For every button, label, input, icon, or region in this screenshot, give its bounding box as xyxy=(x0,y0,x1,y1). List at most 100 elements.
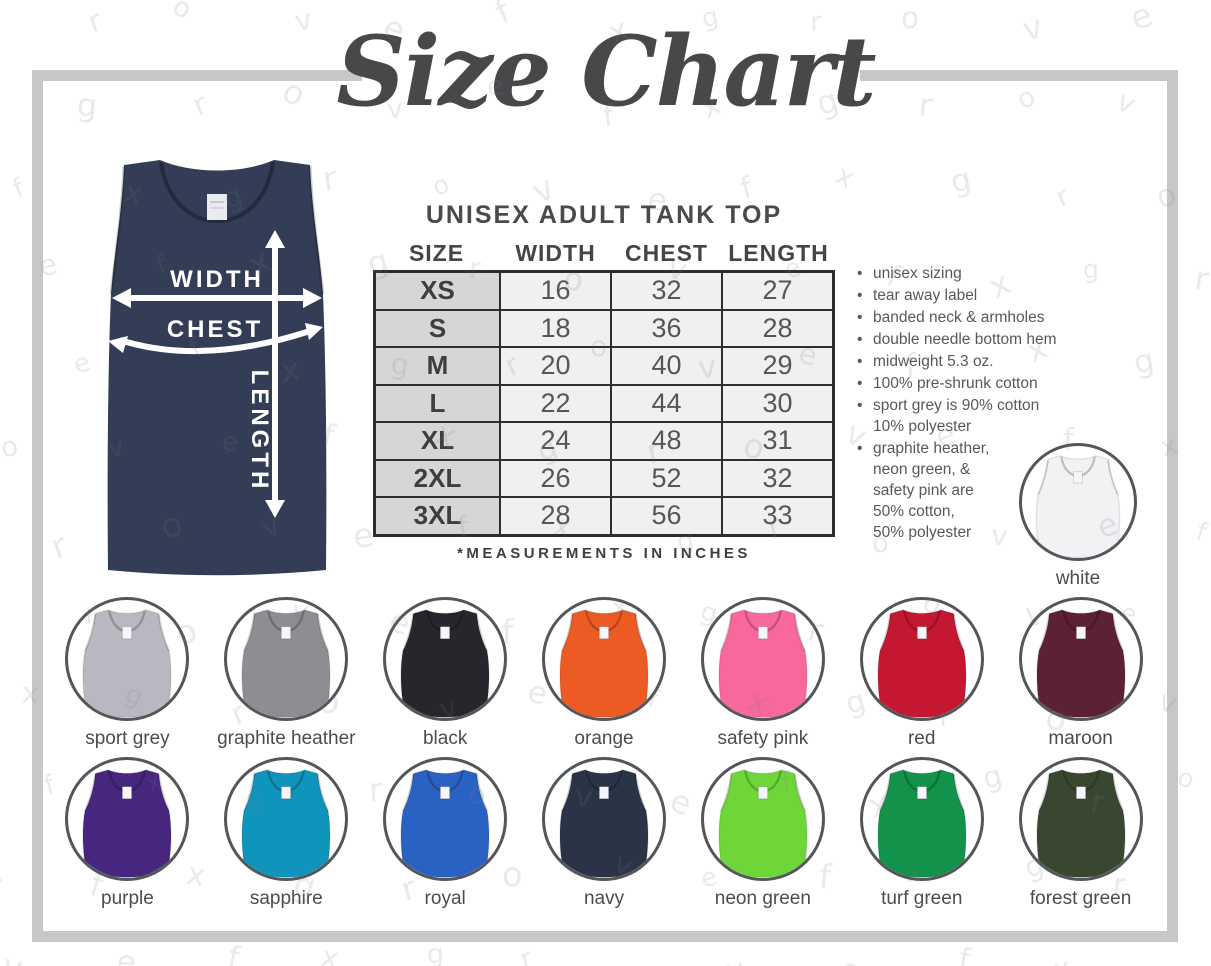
tank-silhouette xyxy=(107,160,327,576)
swatch-circle xyxy=(65,597,190,721)
width-value-cell: 28 xyxy=(500,497,611,535)
watermark-letter: e xyxy=(116,944,138,966)
watermark-letter: x xyxy=(318,939,343,966)
color-swatch-graphite-heather: graphite heather xyxy=(207,597,366,750)
watermark-letter: e xyxy=(0,852,8,897)
feature-text: midweight 5.3 oz. xyxy=(873,353,994,370)
color-swatch-red: red xyxy=(842,597,1001,750)
color-swatch-forest-green: forest green xyxy=(1001,757,1160,910)
swatch-circle xyxy=(1018,597,1143,721)
swatch-label: red xyxy=(907,728,936,749)
column-header-size: SIZE xyxy=(408,240,465,266)
feature-item: graphite heather, neon green, & safety p… xyxy=(857,438,1092,543)
color-swatch-turf-green: turf green xyxy=(842,757,1001,910)
color-swatch-navy: navy xyxy=(525,757,684,910)
swatch-label: white xyxy=(1055,568,1101,589)
swatch-circle xyxy=(700,757,825,881)
color-swatch-sport-grey: sport grey xyxy=(48,597,207,750)
tank-image xyxy=(82,608,173,718)
swatch-label: black xyxy=(422,728,468,749)
frame-border-top-right xyxy=(860,70,1178,81)
frame-border-left xyxy=(32,70,43,942)
column-header-width: WIDTH xyxy=(515,240,596,266)
watermark-letter: f xyxy=(1192,516,1210,547)
tank-image xyxy=(1035,608,1126,718)
feature-text: tear away label xyxy=(873,287,978,304)
product-heading: UNISEX ADULT TANK TOP xyxy=(425,201,783,229)
size-cell: XL xyxy=(375,422,500,460)
frame-border-bottom xyxy=(32,931,1178,942)
swatch-circle xyxy=(1019,443,1137,561)
length-value-cell: 33 xyxy=(722,497,833,535)
tank-image xyxy=(82,768,173,878)
watermark-letter: g xyxy=(1131,342,1158,382)
swatch-label: turf green xyxy=(881,888,963,909)
swatch-circle xyxy=(224,597,349,721)
page-title: Size Chart xyxy=(336,15,876,128)
feature-item: unisex sizing xyxy=(857,263,1092,284)
chest-value-cell: 56 xyxy=(611,497,722,535)
swatch-label: navy xyxy=(583,888,625,909)
feature-item: 100% pre-shrunk cotton xyxy=(857,373,1092,394)
frame-border-right xyxy=(1167,70,1178,942)
swatch-circle xyxy=(383,757,508,881)
column-header-length: LENGTH xyxy=(728,240,829,266)
width-value-cell: 26 xyxy=(500,459,611,497)
color-swatch-orange: orange xyxy=(525,597,684,750)
watermark-letter: f xyxy=(8,173,29,205)
measurements-note: *MEASUREMENTS IN INCHES xyxy=(457,544,751,562)
swatch-label: neon green xyxy=(714,888,811,909)
length-value-cell: 31 xyxy=(722,422,833,460)
color-swatch-purple: purple xyxy=(48,757,207,910)
watermark-letter: x xyxy=(1050,950,1077,966)
length-value-cell: 29 xyxy=(722,347,833,385)
feature-text: graphite heather, neon green, & safety p… xyxy=(873,440,990,541)
feature-item: banded neck & armholes xyxy=(857,307,1092,328)
swatch-label: orange xyxy=(574,728,634,749)
swatch-circle xyxy=(1018,757,1143,881)
width-value-cell: 22 xyxy=(500,384,611,422)
size-cell: 2XL xyxy=(375,459,500,497)
tank-image xyxy=(241,608,332,718)
chest-value-cell: 44 xyxy=(611,384,722,422)
color-swatch-white: white xyxy=(1017,443,1139,590)
watermark-letter: f xyxy=(224,939,243,966)
swatch-circle xyxy=(859,757,984,881)
watermark-letter: x xyxy=(830,157,860,195)
swatch-circle xyxy=(383,597,508,721)
swatch-label: graphite heather xyxy=(217,728,356,749)
length-value-cell: 32 xyxy=(722,459,833,497)
chest-value-cell: 40 xyxy=(611,347,722,385)
tank-image xyxy=(1035,768,1126,878)
swatch-circle xyxy=(542,597,666,721)
chest-value-cell: 52 xyxy=(611,459,722,497)
feature-text: banded neck & armholes xyxy=(873,309,1045,326)
feature-text: double needle bottom hem xyxy=(873,331,1057,348)
tank-image xyxy=(558,768,650,878)
swatch-circle xyxy=(65,757,190,881)
size-cell: 3XL xyxy=(375,497,500,535)
swatch-label: sport grey xyxy=(85,728,170,749)
width-value-cell: 20 xyxy=(500,347,611,385)
watermark-letter: g xyxy=(948,161,975,202)
width-value-cell: 24 xyxy=(500,422,611,460)
swatch-label: forest green xyxy=(1029,888,1132,909)
length-arrow-label: LENGTH xyxy=(246,370,273,493)
watermark-letter: o xyxy=(635,954,665,966)
watermark-letter: r xyxy=(1191,259,1211,300)
swatch-label: purple xyxy=(101,888,154,909)
color-swatch-maroon: maroon xyxy=(1001,597,1160,750)
tank-image xyxy=(241,768,332,878)
size-table: SIZE WIDTH CHEST LENGTH XS 16 32 27 S 18 36 28 M 20 4… xyxy=(373,237,835,562)
column-header-chest: CHEST xyxy=(625,240,708,266)
swatch-label: safety pink xyxy=(717,728,809,749)
chest-value-cell: 32 xyxy=(611,272,722,310)
feature-text: unisex sizing xyxy=(873,265,962,282)
width-value-cell: 18 xyxy=(500,309,611,347)
watermark-letter: r xyxy=(1051,180,1075,214)
swatch-label: royal xyxy=(424,888,466,909)
size-cell: XS xyxy=(375,272,500,310)
color-swatch-safety-pink: safety pink xyxy=(683,597,842,750)
chest-value-cell: 48 xyxy=(611,422,722,460)
tank-image xyxy=(876,768,967,878)
